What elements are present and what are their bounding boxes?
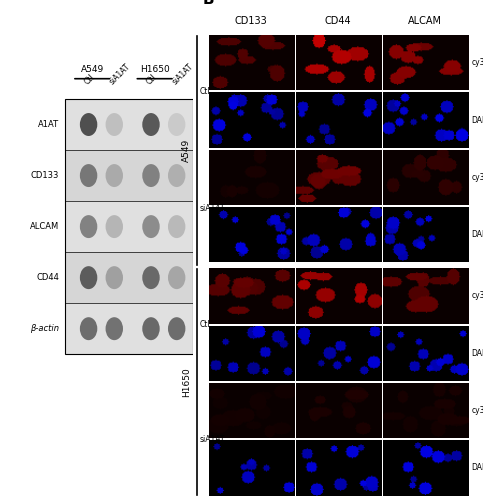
Text: siA1AT: siA1AT [108, 62, 132, 86]
Text: A549: A549 [182, 139, 191, 162]
Ellipse shape [168, 266, 185, 289]
Bar [65, 99, 193, 354]
Text: Ctl: Ctl [82, 72, 96, 86]
Text: DAPI: DAPI [471, 230, 483, 239]
Ellipse shape [80, 266, 97, 289]
Text: ALCAM: ALCAM [30, 222, 59, 231]
Text: H1650: H1650 [182, 367, 191, 397]
Ellipse shape [80, 164, 97, 187]
Text: CD133: CD133 [235, 16, 268, 26]
Text: Ctl: Ctl [144, 72, 158, 86]
Text: H1650: H1650 [140, 66, 170, 74]
Ellipse shape [106, 317, 123, 340]
Bar [65, 201, 193, 252]
Bar [65, 150, 193, 201]
Ellipse shape [142, 317, 160, 340]
Bar [65, 99, 193, 150]
Ellipse shape [80, 317, 97, 340]
Text: CD44: CD44 [325, 16, 352, 26]
Ellipse shape [106, 164, 123, 187]
Ellipse shape [142, 113, 160, 136]
Text: CD44: CD44 [36, 273, 59, 282]
Ellipse shape [142, 164, 160, 187]
Ellipse shape [106, 266, 123, 289]
Text: B: B [203, 0, 214, 6]
Text: A549: A549 [81, 66, 104, 74]
Ellipse shape [142, 215, 160, 238]
Text: siA1AT: siA1AT [200, 434, 226, 444]
Ellipse shape [80, 215, 97, 238]
Bar [65, 252, 193, 303]
Text: Ctl: Ctl [200, 87, 211, 96]
Text: A1AT: A1AT [38, 120, 59, 129]
Text: siA1AT: siA1AT [200, 204, 226, 212]
Text: cy3: cy3 [471, 406, 483, 415]
Text: Ctl: Ctl [200, 320, 211, 329]
Ellipse shape [168, 215, 185, 238]
Text: DAPI: DAPI [471, 349, 483, 358]
Text: β-actin: β-actin [30, 324, 59, 333]
Text: DAPI: DAPI [471, 464, 483, 472]
Text: DAPI: DAPI [471, 116, 483, 124]
Text: cy3: cy3 [471, 292, 483, 300]
Text: cy3: cy3 [471, 173, 483, 182]
Ellipse shape [106, 113, 123, 136]
Text: CD133: CD133 [31, 171, 59, 180]
Ellipse shape [80, 113, 97, 136]
Text: cy3: cy3 [471, 58, 483, 68]
Ellipse shape [168, 317, 185, 340]
Ellipse shape [168, 164, 185, 187]
Ellipse shape [168, 113, 185, 136]
Text: siA1AT: siA1AT [170, 62, 195, 86]
Ellipse shape [106, 215, 123, 238]
Text: ALCAM: ALCAM [408, 16, 442, 26]
Ellipse shape [142, 266, 160, 289]
Bar [65, 303, 193, 354]
